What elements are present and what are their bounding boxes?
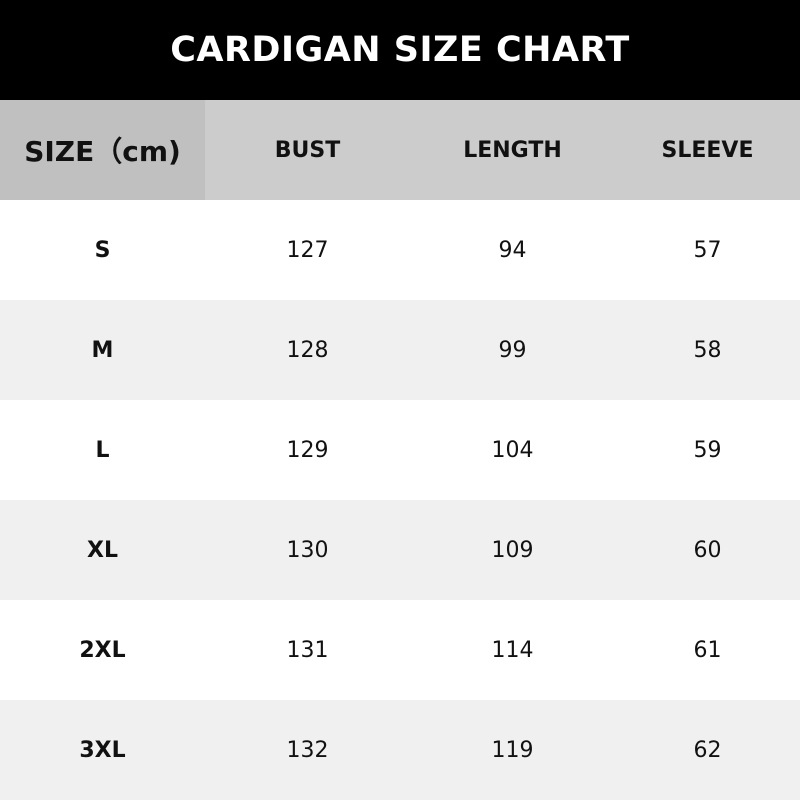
cell-size: XL <box>87 537 118 563</box>
cell-length: 94 <box>498 237 527 263</box>
cell-bust: 131 <box>286 637 329 663</box>
cell-length: 99 <box>498 337 527 363</box>
cell-size: S <box>94 237 111 263</box>
cell-bust: 127 <box>286 237 329 263</box>
cell-sleeve: 60 <box>693 537 722 563</box>
cell-sleeve: 62 <box>693 737 722 763</box>
header-size: SIZE（cm) <box>0 100 205 200</box>
header-length: LENGTH <box>463 137 562 163</box>
cell-length: 114 <box>491 637 534 663</box>
cell-length: 104 <box>491 437 534 463</box>
cell-sleeve: 61 <box>693 637 722 663</box>
table-row: M 128 99 58 <box>0 300 800 400</box>
table-row: L 129 104 59 <box>0 400 800 500</box>
table-row: XL 130 109 60 <box>0 500 800 600</box>
cell-sleeve: 59 <box>693 437 722 463</box>
table-row: 3XL 132 119 62 <box>0 700 800 800</box>
header-sleeve: SLEEVE <box>661 137 754 163</box>
cell-size: 3XL <box>79 737 126 763</box>
cell-size: 2XL <box>79 637 126 663</box>
header-row: SIZE（cm) BUST LENGTH SLEEVE <box>0 100 800 200</box>
cell-bust: 129 <box>286 437 329 463</box>
header-bust: BUST <box>274 137 341 163</box>
cell-bust: 132 <box>286 737 329 763</box>
cell-bust: 128 <box>286 337 329 363</box>
cell-size: M <box>91 337 114 363</box>
chart-title: CARDIGAN SIZE CHART <box>0 0 800 100</box>
table-row: 2XL 131 114 61 <box>0 600 800 700</box>
cell-sleeve: 58 <box>693 337 722 363</box>
table-row: S 127 94 57 <box>0 200 800 300</box>
cell-bust: 130 <box>286 537 329 563</box>
cell-length: 109 <box>491 537 534 563</box>
cell-length: 119 <box>491 737 534 763</box>
cell-size: L <box>95 437 110 463</box>
cell-sleeve: 57 <box>693 237 722 263</box>
table-body: S 127 94 57 M 128 99 58 L 129 104 59 XL 130 109 60 2XL 13… <box>0 200 800 800</box>
